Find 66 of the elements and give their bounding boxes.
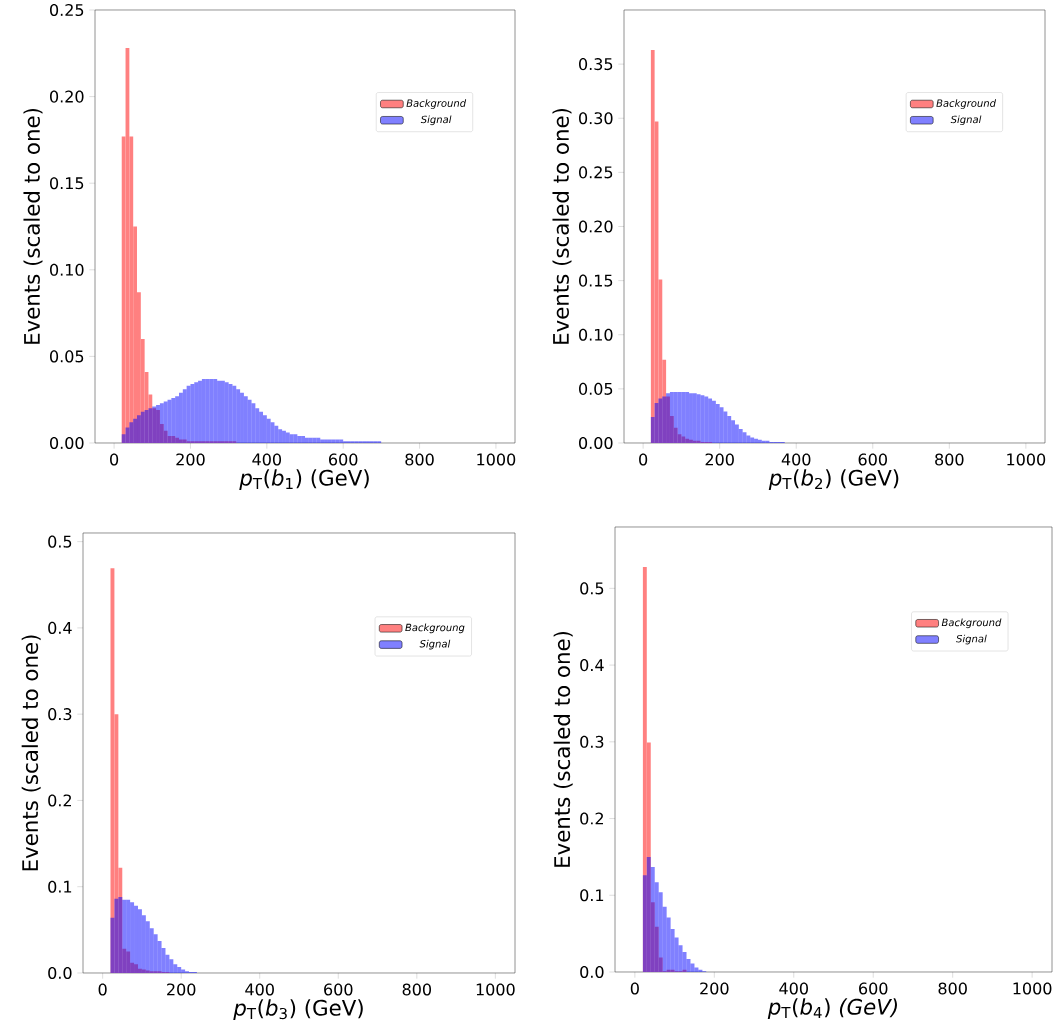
y-tick-label: 0.0 (48, 966, 72, 980)
x-tick-label: 200 (700, 982, 729, 995)
x-tick-label: 200 (705, 453, 734, 466)
y-tick-label: 0.10 (579, 328, 613, 341)
y-tick-label: 0.3 (48, 708, 72, 721)
y-tick-label: 0.15 (50, 177, 84, 190)
x-tick-label: 600 (858, 453, 887, 466)
y-axis-title: Events (scaled to one) (21, 635, 41, 871)
y-tick-label: 0.00 (50, 436, 84, 450)
y-tick-label: 0.1 (48, 880, 72, 893)
x-tick-label: 400 (781, 453, 811, 466)
legend-label: Signal (956, 634, 987, 645)
y-tick-label: 0.05 (50, 350, 84, 363)
x-tick-label: 600 (324, 983, 353, 996)
x-axis-title: p$_{T}$(b$_{3}$) (GeV) (233, 999, 363, 1020)
y-tick-label: 0.2 (48, 794, 71, 807)
y-tick-label: 0.10 (50, 263, 84, 276)
x-tick-label: 1000 (476, 983, 515, 996)
y-tick-label: 0.20 (50, 90, 84, 103)
x-tick-label: 800 (935, 453, 964, 466)
y-tick-label: 0.25 (579, 166, 613, 179)
y-tick-label: 0.1 (580, 889, 604, 902)
y-tick-label: 0.5 (48, 535, 72, 548)
y-tick-label: 0.4 (580, 659, 604, 672)
x-tick-label: 800 (938, 982, 967, 995)
legend-label: Signal (419, 639, 451, 650)
x-tick-label: 400 (779, 982, 808, 995)
y-tick-label: 0.00 (579, 436, 613, 450)
x-axis-title: p$_{T}$(b$_{4}$) (GeV) (767, 998, 897, 1019)
y-tick-label: 0.05 (579, 382, 613, 395)
x-tick-label: 600 (859, 982, 888, 995)
x-tick-label: 400 (252, 453, 282, 466)
y-tick-label: 0.30 (579, 112, 613, 125)
x-axis-title: p$_{T}$(b$_{1}$) (GeV) (239, 469, 369, 490)
legend-label: Signal (950, 115, 982, 126)
y-axis-title: Events (scaled to one) (553, 631, 573, 867)
y-tick-label: 0.25 (50, 3, 84, 17)
y-tick-label: 0.4 (48, 621, 72, 634)
x-tick-label: 0 (639, 453, 648, 466)
legend-label: Signal (420, 115, 452, 126)
y-tick-label: 0.35 (579, 58, 613, 71)
x-tick-label: 200 (167, 983, 196, 996)
legend-label: Background (936, 99, 997, 109)
x-tick-label: 1000 (477, 453, 516, 466)
y-axis-title: Events (scaled to one) (552, 108, 572, 344)
y-tick-label: 0.0 (580, 965, 604, 979)
legend-label: Backgroung (405, 623, 465, 634)
y-tick-label: 0.5 (580, 582, 604, 595)
x-tick-label: 0 (630, 982, 639, 995)
x-tick-label: 800 (405, 453, 434, 466)
x-tick-label: 400 (245, 983, 274, 996)
legend-label: Background (406, 99, 467, 109)
x-tick-label: 0 (98, 983, 107, 996)
y-tick-label: 0.20 (579, 220, 613, 233)
y-tick-label: 0.15 (579, 274, 613, 287)
y-tick-label: 0.3 (580, 735, 604, 748)
x-tick-label: 1000 (1007, 453, 1046, 466)
x-tick-label: 600 (329, 453, 358, 466)
legend-label: Background (941, 618, 1002, 629)
x-axis-title: p$_{T}$(b$_{2}$) (GeV) (768, 469, 899, 490)
x-tick-label: 200 (176, 453, 205, 466)
x-tick-label: 1000 (1013, 982, 1052, 995)
y-tick-label: 0.2 (580, 812, 603, 825)
y-axis-title: Events (scaled to one) (23, 108, 43, 344)
x-tick-label: 800 (402, 983, 432, 996)
x-tick-label: 0 (110, 453, 119, 466)
